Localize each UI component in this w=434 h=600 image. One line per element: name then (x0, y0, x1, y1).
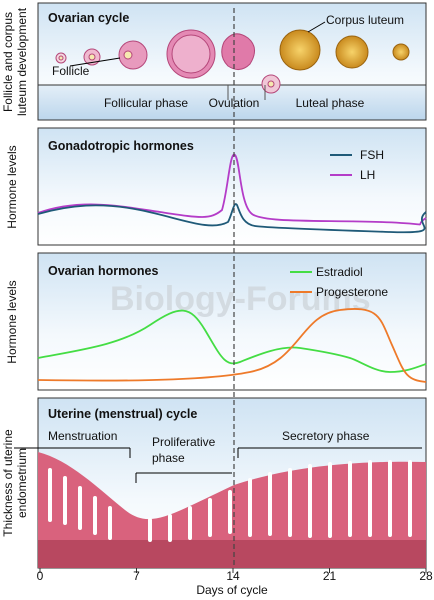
phase-label: Secretory phase (282, 429, 370, 443)
lh-curve (37, 154, 427, 226)
phase-label: Menstruation (48, 429, 117, 443)
label: Corpus luteum (326, 13, 404, 27)
y-label: Hormone levels (5, 145, 19, 228)
x-axis: 0 7 14 21 28 (37, 568, 433, 583)
y-label: Hormone levels (5, 280, 19, 363)
x-axis-label: Days of cycle (196, 583, 268, 597)
y-label: Follicle and corpus (1, 12, 15, 112)
tick-label: 21 (323, 569, 337, 583)
y-label: endometrium (15, 448, 29, 518)
phase-label: phase (152, 451, 185, 465)
phase-label: Follicular phase (104, 96, 188, 110)
legend-label: FSH (360, 148, 384, 162)
panel-title: Ovarian hormones (48, 264, 158, 278)
y-label: Thickness of uterine (1, 429, 15, 537)
estradiol-curve (37, 309, 427, 373)
progesterone-curve (37, 308, 427, 383)
panel (37, 252, 427, 391)
tick-label: 7 (133, 569, 140, 583)
follicles (55, 29, 281, 94)
tick-label: 28 (419, 569, 433, 583)
phase-label: Luteal phase (296, 96, 365, 110)
glands (48, 460, 412, 542)
legend-label: Progesterone (316, 285, 388, 299)
legend-label: LH (360, 168, 375, 182)
phase-label: Proliferative (152, 435, 216, 449)
pointer (307, 21, 326, 33)
fsh-curve (37, 203, 427, 234)
y-label: luteum development (15, 7, 29, 116)
corpora-lutea (279, 29, 410, 71)
panel-title: Ovarian cycle (48, 11, 129, 25)
label: Follicle (52, 64, 90, 78)
panel-title: Gonadotropic hormones (48, 139, 194, 153)
phase-band (37, 84, 427, 121)
legend-label: Estradiol (316, 265, 363, 279)
panel-title: Uterine (menstrual) cycle (48, 407, 197, 421)
phase-label: Ovulation (209, 96, 260, 110)
pointer (69, 57, 121, 67)
panel (37, 127, 427, 246)
tick-label: 0 (37, 569, 44, 583)
watermark: Biology-Forums (110, 280, 371, 318)
endometrium-base (38, 540, 426, 568)
tick-label: 14 (226, 569, 240, 583)
